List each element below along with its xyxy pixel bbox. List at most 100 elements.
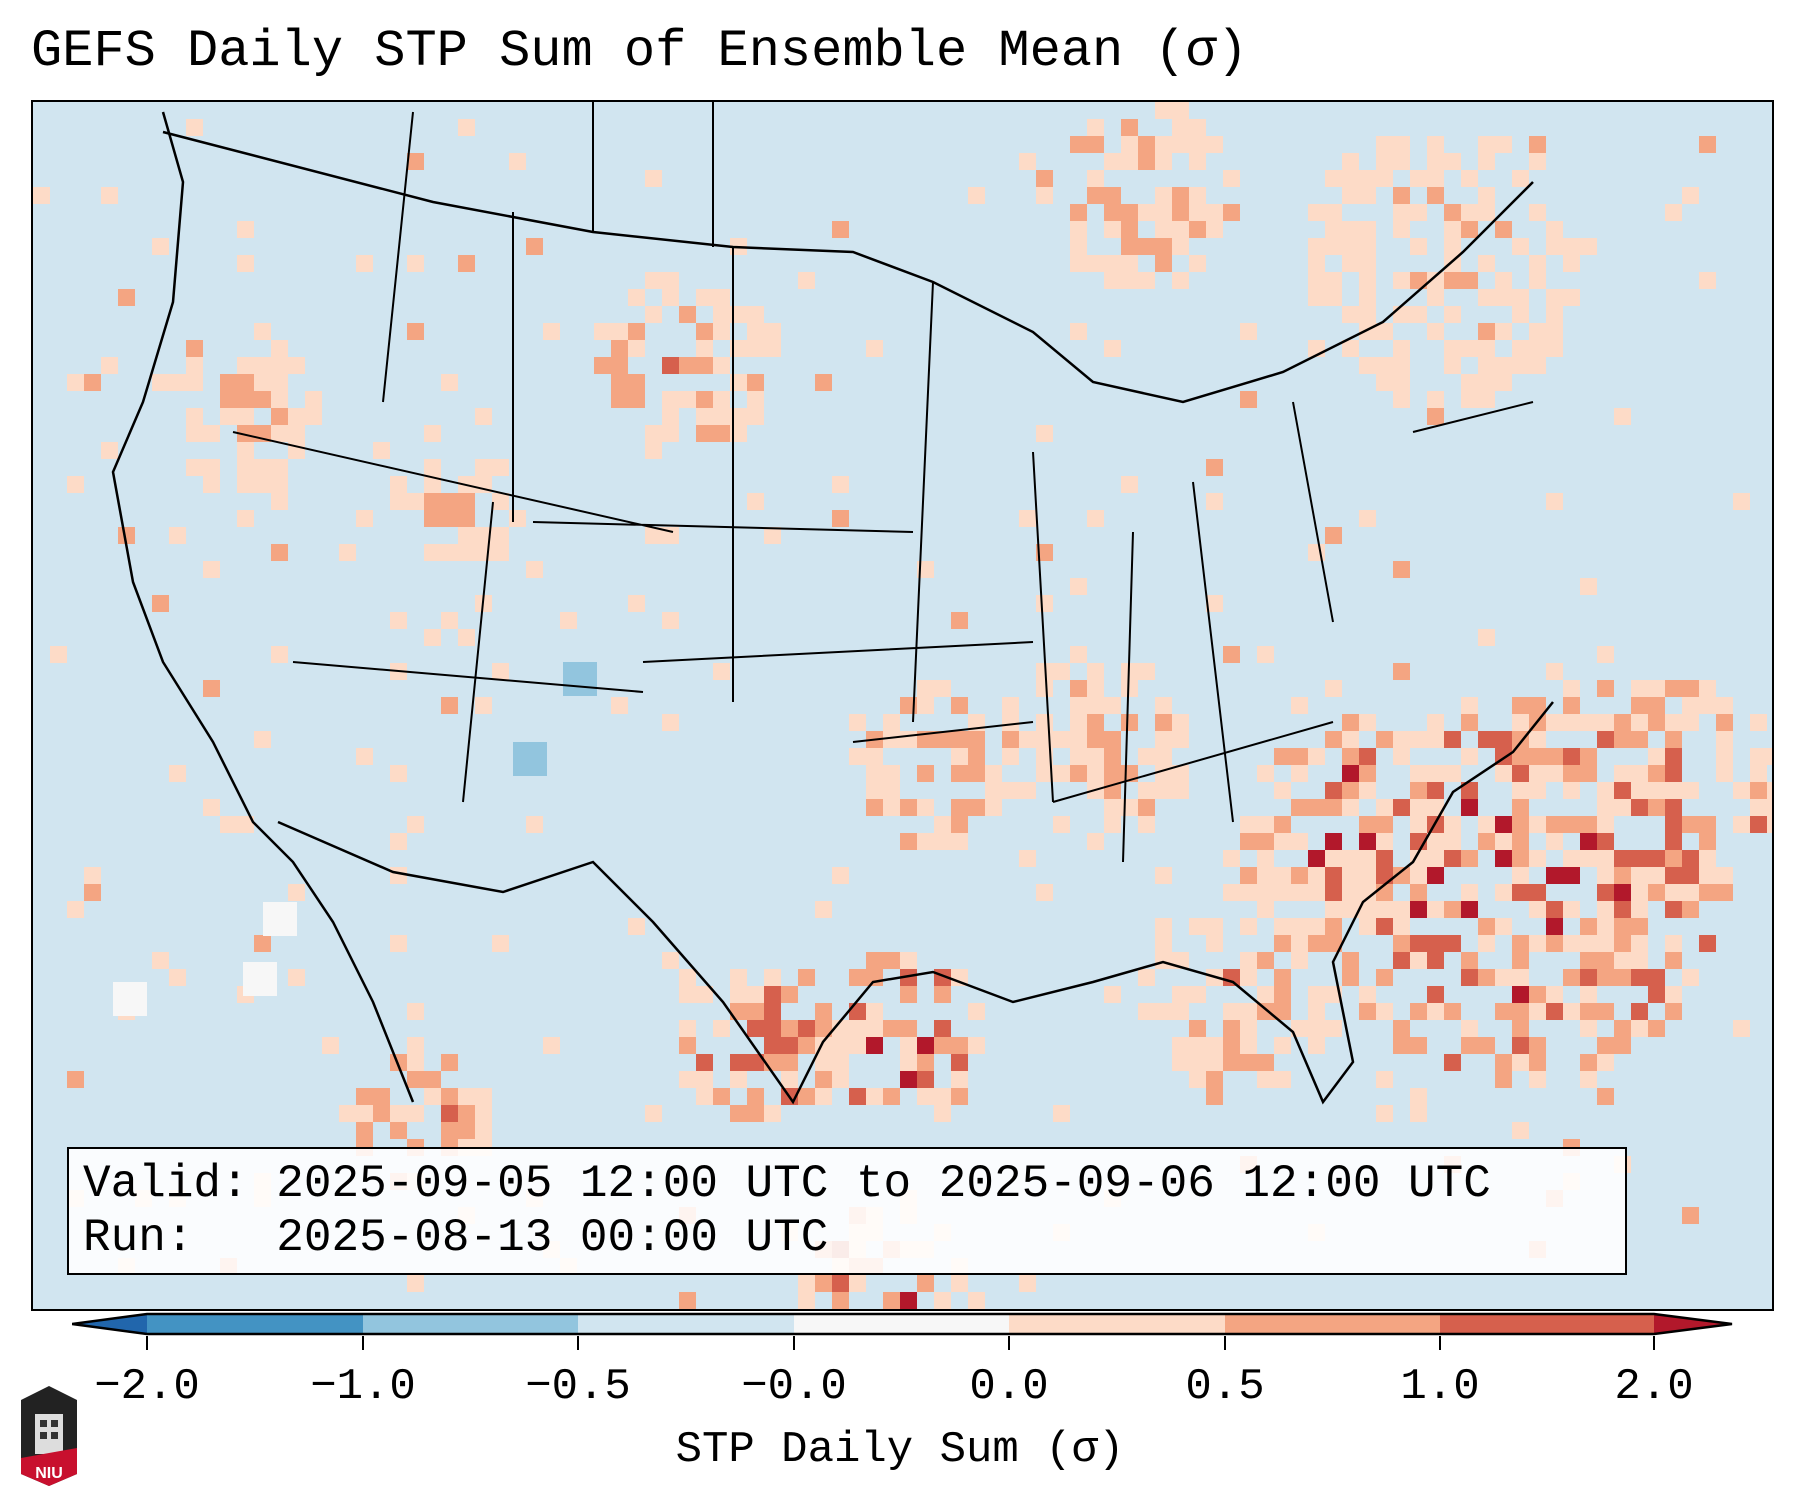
stp-cell xyxy=(679,1020,696,1037)
stp-cell xyxy=(1580,969,1597,986)
stp-cell xyxy=(1546,816,1563,833)
stp-cell xyxy=(1495,221,1512,238)
stp-cell xyxy=(1495,357,1512,374)
stp-cell xyxy=(1614,1037,1631,1054)
stp-cell xyxy=(407,493,424,510)
stp-cell xyxy=(951,1054,968,1071)
stp-cell xyxy=(1427,170,1444,187)
stp-cell xyxy=(1682,680,1699,697)
stp-cell xyxy=(441,1105,458,1122)
stp-cell xyxy=(1206,136,1223,153)
stp-cell xyxy=(1291,748,1308,765)
stp-cell xyxy=(696,391,713,408)
stp-cell xyxy=(1342,306,1359,323)
stp-cell xyxy=(1087,833,1104,850)
stp-cell xyxy=(526,816,543,833)
stp-cell xyxy=(1478,136,1495,153)
stp-cell xyxy=(679,306,696,323)
stp-cell xyxy=(611,340,628,357)
stp-cell xyxy=(1376,357,1393,374)
stp-cell xyxy=(917,1088,934,1105)
stp-cell xyxy=(679,969,696,986)
stp-cell xyxy=(475,459,492,476)
stp-cell xyxy=(237,510,254,527)
stp-cell xyxy=(1359,170,1376,187)
stp-cell xyxy=(1410,306,1427,323)
stp-cell xyxy=(1444,731,1461,748)
stp-cell xyxy=(832,1071,849,1088)
stp-cell xyxy=(1087,714,1104,731)
stp-cell xyxy=(1274,867,1291,884)
stp-cell xyxy=(1138,748,1155,765)
stp-cell xyxy=(1189,1037,1206,1054)
stp-cell xyxy=(407,255,424,272)
stp-cell xyxy=(1665,714,1682,731)
stp-cell xyxy=(1563,901,1580,918)
stp-cell xyxy=(1342,731,1359,748)
stp-cell xyxy=(1070,765,1087,782)
stp-cell xyxy=(84,884,101,901)
stp-cell xyxy=(1767,748,1772,765)
stp-cell xyxy=(1580,850,1597,867)
stp-cell xyxy=(968,187,985,204)
stp-cell xyxy=(458,1105,475,1122)
stp-cell xyxy=(1121,153,1138,170)
stp-cell xyxy=(458,1088,475,1105)
stp-cell xyxy=(1495,884,1512,901)
stp-cell xyxy=(1682,187,1699,204)
stp-cell xyxy=(1172,986,1189,1003)
stp-cell xyxy=(1376,153,1393,170)
stp-cell xyxy=(1750,748,1767,765)
stp-cell xyxy=(951,1088,968,1105)
stp-cell xyxy=(1036,714,1053,731)
stp-cell xyxy=(1597,833,1614,850)
stp-cell xyxy=(1359,867,1376,884)
stp-cell xyxy=(1597,935,1614,952)
stp-cell xyxy=(832,1292,849,1309)
colorbar-bin-5 xyxy=(1009,1314,1225,1334)
stp-cell xyxy=(1597,1088,1614,1105)
stp-cell xyxy=(424,493,441,510)
niu-logo: NIU xyxy=(21,1386,77,1486)
stp-cell xyxy=(1512,1122,1529,1139)
stp-cell xyxy=(917,1275,934,1292)
stp-cell xyxy=(747,391,764,408)
stp-cell xyxy=(1342,969,1359,986)
colorbar xyxy=(72,1312,1733,1336)
stp-cell xyxy=(1495,765,1512,782)
stp-cell xyxy=(1546,935,1563,952)
stp-cell xyxy=(1291,697,1308,714)
stp-cell xyxy=(1325,918,1342,935)
stp-cell xyxy=(866,1037,883,1054)
stp-cell xyxy=(1580,833,1597,850)
stp-cell xyxy=(1665,935,1682,952)
stp-cell xyxy=(1512,952,1529,969)
stp-cell xyxy=(1665,1003,1682,1020)
boundaries xyxy=(111,102,1554,1105)
stp-cell xyxy=(883,765,900,782)
stp-cell xyxy=(917,697,934,714)
stp-cell xyxy=(407,816,424,833)
stp-cell xyxy=(458,527,475,544)
stp-cell xyxy=(1529,1037,1546,1054)
stp-cell xyxy=(1087,663,1104,680)
stp-cell xyxy=(1359,816,1376,833)
stp-cell xyxy=(1223,884,1240,901)
stp-cell xyxy=(441,544,458,561)
stp-cell xyxy=(1665,850,1682,867)
stp-cell xyxy=(1529,731,1546,748)
stp-cell xyxy=(1665,884,1682,901)
stp-cell xyxy=(1563,850,1580,867)
stp-cell xyxy=(186,459,203,476)
stp-cell xyxy=(1461,1037,1478,1054)
stp-cell xyxy=(1325,289,1342,306)
stp-cell xyxy=(271,374,288,391)
stp-cell xyxy=(356,255,373,272)
stp-cell xyxy=(1104,204,1121,221)
stp-cell xyxy=(764,527,781,544)
stp-cell xyxy=(243,962,277,996)
stp-cell xyxy=(1461,272,1478,289)
stp-cell xyxy=(1648,969,1665,986)
stp-cell xyxy=(1546,221,1563,238)
stp-cell xyxy=(866,952,883,969)
